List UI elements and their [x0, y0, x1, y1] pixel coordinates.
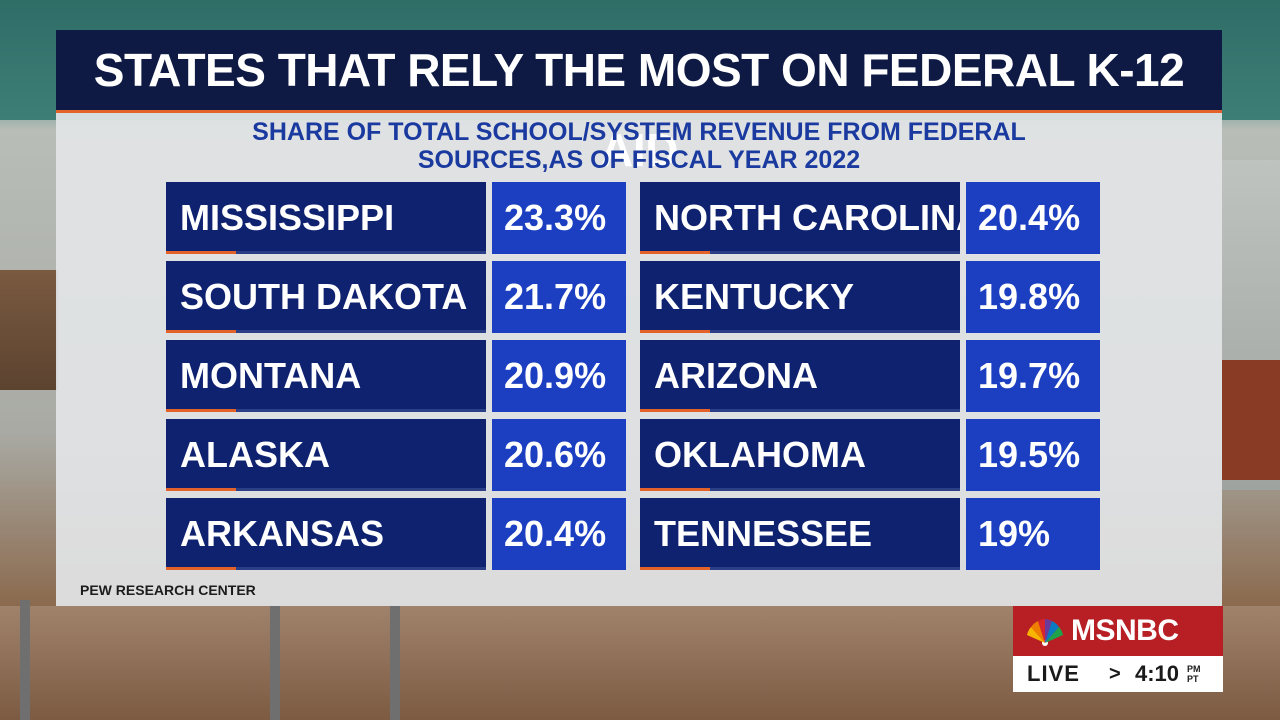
background-desk-leg	[390, 600, 400, 720]
state-name: OKLAHOMA	[640, 419, 960, 491]
accent-bar	[236, 409, 486, 412]
peacock-icon	[1027, 619, 1063, 646]
msnbc-wordmark: MSNBC	[1071, 614, 1179, 647]
state-name: TENNESSEE	[640, 498, 960, 570]
accent-bar	[166, 251, 236, 254]
accent-bar	[710, 567, 960, 570]
state-value: 19.5%	[966, 419, 1100, 491]
accent-bar	[710, 409, 960, 412]
accent-bar	[166, 409, 236, 412]
state-value: 21.7%	[492, 261, 626, 333]
state-name: NORTH CAROLINA	[640, 182, 960, 254]
accent-bar	[640, 330, 710, 333]
accent-bar	[640, 567, 710, 570]
state-name: SOUTH DAKOTA	[166, 261, 486, 333]
accent-bar	[236, 251, 486, 254]
state-name: MISSISSIPPI	[166, 182, 486, 254]
state-value: 23.3%	[492, 182, 626, 254]
state-value: 20.4%	[492, 498, 626, 570]
accent-bar	[710, 488, 960, 491]
accent-bar	[236, 488, 486, 491]
chart-title: STATES THAT RELY THE MOST ON FEDERAL K-1…	[93, 44, 1185, 176]
state-value: 19.7%	[966, 340, 1100, 412]
live-time: 4:10	[1135, 661, 1180, 686]
state-name: MONTANA	[166, 340, 486, 412]
live-label: LIVE	[1027, 661, 1080, 686]
source-credit: PEW RESEARCH CENTER	[80, 582, 256, 598]
state-value: 19%	[966, 498, 1100, 570]
live-ampm-bottom: PT	[1187, 674, 1199, 684]
accent-bar	[710, 330, 960, 333]
background-desk-leg	[270, 600, 280, 720]
live-ampm-top: PM	[1187, 664, 1201, 674]
live-arrow: >	[1109, 663, 1121, 685]
accent-bar	[640, 251, 710, 254]
accent-bar	[236, 330, 486, 333]
accent-bar	[710, 251, 960, 254]
state-name: KENTUCKY	[640, 261, 960, 333]
chart-subtitle: SHARE OF TOTAL SCHOOL/SYSTEM REVENUE FRO…	[252, 118, 1026, 174]
accent-bar	[236, 567, 486, 570]
title-bar: STATES THAT RELY THE MOST ON FEDERAL K-1…	[56, 30, 1222, 176]
accent-bar	[166, 488, 236, 491]
msnbc-logo: MSNBC	[1013, 606, 1223, 656]
accent-bar	[166, 330, 236, 333]
background-chair-right	[1222, 360, 1280, 480]
accent-bar	[640, 409, 710, 412]
accent-bar	[166, 567, 236, 570]
state-value: 20.4%	[966, 182, 1100, 254]
live-bug: LIVE > 4:10 PM PT	[1013, 656, 1223, 692]
accent-bar	[640, 488, 710, 491]
state-value: 20.9%	[492, 340, 626, 412]
live-ampm: PM PT	[1187, 664, 1201, 684]
state-name: ARKANSAS	[166, 498, 486, 570]
state-value: 19.8%	[966, 261, 1100, 333]
background-desk-leg	[20, 600, 30, 720]
state-name: ARIZONA	[640, 340, 960, 412]
state-name: ALASKA	[166, 419, 486, 491]
state-value: 20.6%	[492, 419, 626, 491]
background-desk-left	[0, 270, 58, 390]
graphic-panel: STATES THAT RELY THE MOST ON FEDERAL K-1…	[56, 30, 1222, 606]
